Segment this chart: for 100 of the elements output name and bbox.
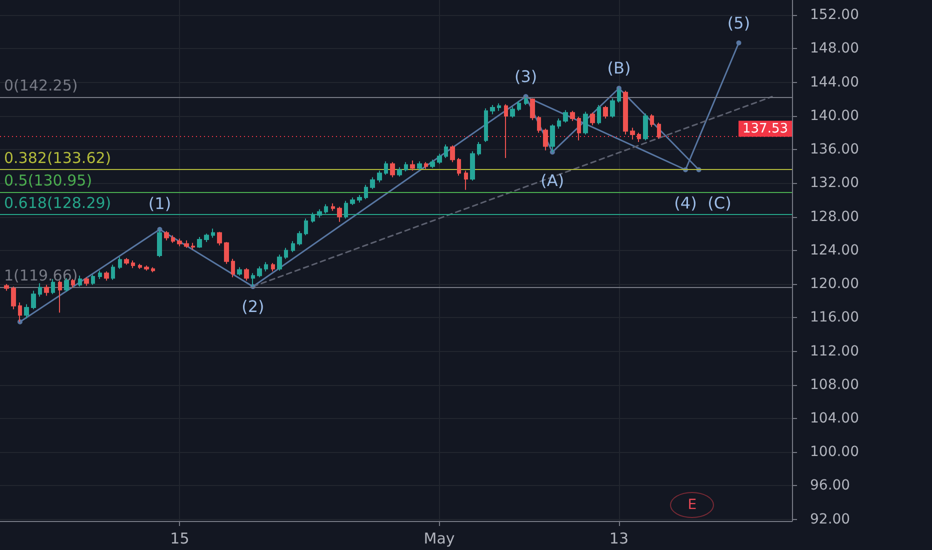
- candlestick: [211, 228, 215, 238]
- candlestick: [11, 286, 16, 310]
- candlestick: [18, 302, 22, 322]
- candlestick: [623, 90, 628, 135]
- annotation: (5): [727, 13, 750, 32]
- candlestick: [404, 162, 408, 172]
- candlestick: [31, 290, 36, 310]
- candlestick: [357, 194, 362, 204]
- y-tick-label: 136.00: [810, 142, 859, 158]
- candlestick: [630, 127, 635, 140]
- candlestick: [224, 242, 229, 264]
- annotation: (2): [242, 297, 264, 316]
- candlestick: [124, 257, 129, 266]
- candlestick: [78, 275, 82, 288]
- y-tick-label: 148.00: [810, 40, 859, 57]
- candlestick: [557, 118, 561, 130]
- y-tick-label: 120.00: [810, 276, 859, 292]
- x-tick-label: May: [424, 530, 455, 548]
- y-tick-label: 104.00: [810, 410, 859, 426]
- y-tick-label: 92.00: [810, 511, 850, 528]
- candlestick: [98, 270, 102, 280]
- ref-line-label: 0(142.25): [4, 76, 78, 95]
- candlestick: [617, 88, 621, 104]
- ref-line-label: 0.382(133.62): [4, 149, 112, 168]
- candlestick: [251, 272, 255, 288]
- ref-line-label: 0.5(130.95): [4, 172, 92, 190]
- candlestick: [84, 276, 89, 286]
- candlestick: [497, 102, 501, 112]
- candlestick: [610, 98, 615, 118]
- candlestick: [231, 258, 235, 278]
- candlestick: [590, 112, 595, 126]
- candlestick: [563, 110, 568, 124]
- candlestick: [317, 208, 322, 218]
- annotation: (1): [148, 194, 172, 213]
- candlestick: [484, 108, 488, 143]
- candlestick: [470, 150, 475, 182]
- candlestick: [530, 98, 535, 121]
- candlestick: [370, 176, 375, 190]
- candlestick: [277, 254, 282, 272]
- candlestick: [424, 162, 428, 170]
- candlestick: [331, 202, 335, 212]
- candlestick: [157, 228, 162, 258]
- y-tick-label: 128.00: [810, 208, 859, 225]
- candlestick: [4, 284, 9, 292]
- candlestick: [24, 304, 29, 319]
- y-tick-label: 100.00: [810, 444, 859, 460]
- candlestick: [504, 104, 508, 158]
- candlestick: [603, 105, 608, 119]
- candlestick: [118, 256, 122, 270]
- candlestick: [397, 166, 402, 177]
- candlestick: [384, 160, 388, 176]
- candlestick: [304, 218, 308, 236]
- candlestick: [217, 231, 222, 246]
- candlestick: [417, 160, 422, 170]
- candlestick: [191, 242, 195, 250]
- annotation: (A): [540, 170, 564, 190]
- candlestick: [244, 268, 249, 282]
- candlestick: [44, 284, 49, 296]
- candlestick: [517, 100, 521, 112]
- candlestick: [104, 270, 109, 282]
- x-tick-label: 13: [609, 530, 629, 548]
- candlestick: [450, 144, 455, 163]
- candlestick: [430, 159, 435, 169]
- candlestick: [577, 116, 581, 141]
- candlestick: [297, 230, 302, 246]
- annotation: (B): [607, 58, 631, 78]
- candlestick: [111, 264, 115, 280]
- y-tick-label: 144.00: [810, 74, 859, 90]
- candlestick: [444, 144, 448, 158]
- candlestick: [291, 240, 295, 253]
- candlestick: [657, 122, 661, 140]
- candlestick: [643, 112, 648, 141]
- candlestick: [138, 263, 142, 270]
- candlestick: [144, 265, 149, 272]
- candlestick: [311, 212, 315, 224]
- candlestick: [543, 128, 548, 151]
- candlestick: [477, 142, 481, 156]
- y-tick-label: 152.00: [810, 7, 859, 24]
- candlestick: [537, 115, 541, 134]
- candlestick: [271, 262, 275, 272]
- ref-line-label: 0.618(128.29): [4, 194, 112, 212]
- y-tick-label: 124.00: [810, 242, 859, 258]
- candlestick: [637, 132, 641, 143]
- annotation: (C): [708, 193, 732, 212]
- y-tick-label: 116.00: [810, 310, 859, 326]
- candlestick: [510, 106, 515, 118]
- y-tick-label: 96.00: [810, 478, 850, 494]
- candlestick: [197, 236, 202, 248]
- ref-line-label: 1(119.66): [4, 266, 78, 284]
- candlestick: [464, 170, 468, 190]
- candlestick: [91, 274, 95, 286]
- x-tick-label: 15: [170, 530, 190, 548]
- candlestick: [337, 206, 342, 222]
- candlestick: [550, 124, 555, 153]
- candlestick: [410, 160, 415, 172]
- candlestick: [257, 266, 262, 278]
- candlestick: [437, 153, 442, 164]
- y-tick-label: 132.00: [810, 175, 859, 192]
- candlestick: [650, 114, 654, 128]
- candlestick: [570, 110, 575, 122]
